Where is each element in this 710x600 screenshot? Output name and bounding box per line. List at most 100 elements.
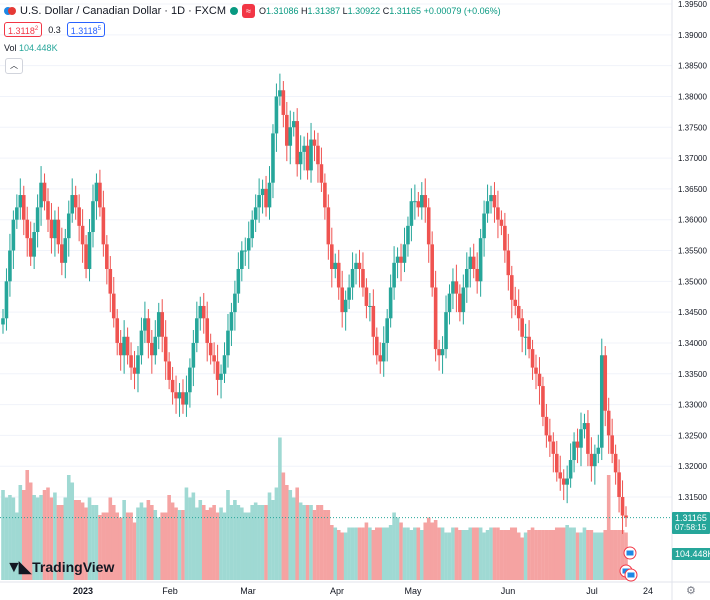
volume-bar bbox=[375, 527, 379, 580]
collapse-legend-button[interactable]: ︿ bbox=[5, 58, 23, 74]
volume-bar bbox=[15, 512, 19, 580]
candle-body bbox=[18, 195, 23, 208]
candle-body bbox=[437, 349, 441, 356]
candle-body bbox=[77, 207, 81, 226]
volume-bar bbox=[188, 497, 192, 580]
volume-bar bbox=[589, 530, 594, 580]
candle-body bbox=[513, 299, 518, 306]
candle-body bbox=[170, 379, 175, 393]
settings-gear-icon[interactable]: ⚙ bbox=[686, 585, 696, 597]
candle-body bbox=[478, 238, 483, 282]
y-tick-label: 1.32500 bbox=[678, 431, 707, 440]
sell-button[interactable]: 1.31182 bbox=[4, 22, 43, 37]
candle-body bbox=[278, 90, 282, 97]
candle-body bbox=[624, 515, 628, 518]
candle-body bbox=[195, 318, 199, 343]
volume-bar bbox=[153, 510, 158, 580]
volume-bar bbox=[323, 510, 327, 580]
volume-bar bbox=[496, 527, 500, 580]
price-axis[interactable]: 1.39500 1.39000 1.38500 1.38000 1.37500 1.370… bbox=[671, 0, 707, 600]
symbol-title[interactable]: U.S. Dollar / Canadian Dollar · 1D · FXC… bbox=[20, 5, 227, 17]
volume-bar bbox=[257, 505, 261, 580]
volume-bar bbox=[568, 527, 573, 580]
volume-bar bbox=[451, 527, 455, 580]
candle-body bbox=[32, 232, 36, 257]
candle-body bbox=[419, 195, 424, 208]
volume-bar bbox=[28, 482, 33, 580]
volume-bar bbox=[191, 492, 196, 580]
volume-bar bbox=[298, 502, 303, 580]
candle-body bbox=[132, 367, 137, 374]
candle-body bbox=[233, 293, 237, 313]
volume-bar bbox=[302, 505, 306, 580]
volume-bar bbox=[246, 512, 251, 580]
volume-bar bbox=[77, 500, 81, 580]
candle-body bbox=[582, 423, 587, 430]
candle-body bbox=[84, 244, 88, 269]
volume-bar bbox=[253, 502, 258, 580]
volume-bar bbox=[143, 507, 147, 580]
volume-bar bbox=[340, 532, 344, 580]
volume-bar bbox=[475, 527, 479, 580]
candle-body bbox=[115, 318, 120, 343]
volume-bar bbox=[586, 530, 590, 580]
candle-body bbox=[433, 287, 438, 350]
volume-bar bbox=[361, 527, 365, 580]
event-flags[interactable] bbox=[619, 546, 638, 582]
candle-body bbox=[530, 349, 535, 368]
candle-body bbox=[46, 201, 50, 220]
volume-bar bbox=[430, 522, 434, 580]
volume-bar bbox=[464, 530, 469, 580]
candle-body bbox=[129, 355, 133, 368]
candle-body bbox=[485, 201, 490, 214]
volume-bar bbox=[163, 512, 168, 580]
candle-body bbox=[8, 250, 12, 282]
candle-body bbox=[544, 416, 549, 436]
volume-bar bbox=[613, 530, 618, 580]
volume-bar bbox=[388, 525, 393, 580]
volume-bar bbox=[285, 485, 289, 580]
candle-body bbox=[554, 453, 559, 473]
volume-bar bbox=[610, 530, 614, 580]
buy-button[interactable]: 1.31185 bbox=[66, 22, 105, 37]
y-tick-label: 1.34000 bbox=[678, 339, 707, 348]
volume-bar bbox=[4, 497, 9, 580]
indicators-icon[interactable]: ≈ bbox=[242, 4, 255, 18]
candle-body bbox=[53, 219, 57, 239]
time-axis[interactable]: 2023 Feb Mar Apr May Jun Jul 24 bbox=[0, 581, 710, 596]
candle-body bbox=[253, 207, 258, 220]
volume-bar bbox=[371, 530, 376, 580]
volume-bar bbox=[516, 532, 521, 580]
candle-body bbox=[471, 256, 476, 269]
y-tick-label: 1.34500 bbox=[678, 308, 707, 317]
candle-body bbox=[181, 392, 185, 405]
volume-bar bbox=[136, 507, 140, 580]
candle-body bbox=[56, 219, 61, 245]
candle-body bbox=[60, 244, 64, 263]
volume-bar bbox=[444, 532, 448, 580]
candle-body bbox=[416, 201, 421, 208]
volume-tag: 104.448K bbox=[672, 548, 710, 560]
candle-body bbox=[146, 318, 151, 343]
candle-body bbox=[326, 207, 331, 245]
candle-body bbox=[357, 262, 362, 269]
candle-body bbox=[156, 312, 161, 337]
volume-bar bbox=[385, 527, 389, 580]
candle-body bbox=[558, 472, 563, 479]
volume-bar bbox=[620, 530, 625, 580]
candle-body bbox=[250, 219, 254, 239]
x-tick-label: May bbox=[404, 586, 422, 596]
volume-bar bbox=[240, 507, 244, 580]
candle-body bbox=[101, 207, 106, 245]
y-tick-label: 1.38000 bbox=[678, 92, 707, 101]
volume-bar bbox=[606, 475, 611, 580]
volume-bar bbox=[1, 490, 5, 580]
volume-bar bbox=[489, 527, 493, 580]
candle-body bbox=[620, 497, 625, 516]
candle-body bbox=[489, 195, 493, 202]
flag-icon bbox=[627, 572, 635, 578]
volume-bar bbox=[433, 520, 438, 580]
candle-body bbox=[440, 349, 445, 356]
candle-body bbox=[80, 225, 85, 245]
